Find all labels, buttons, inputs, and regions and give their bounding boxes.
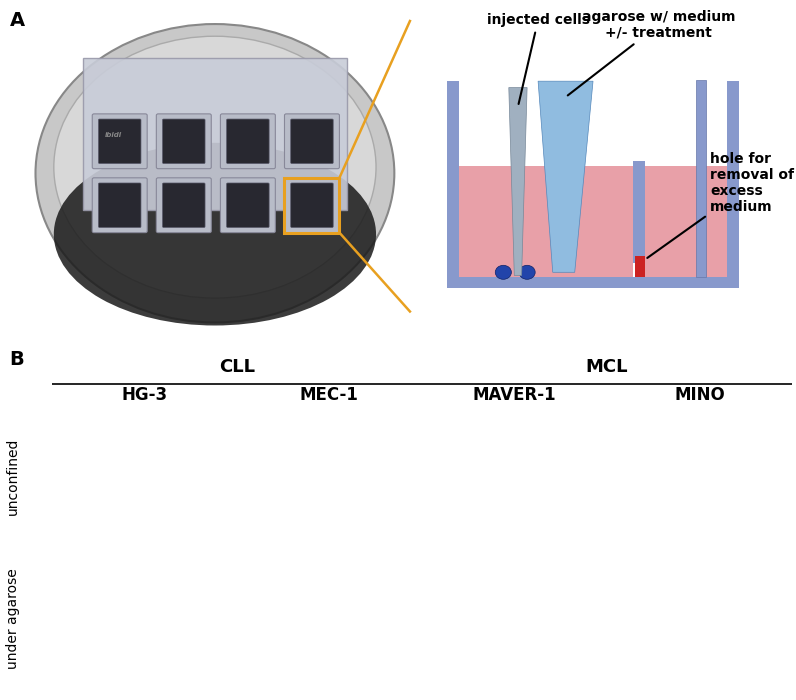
- FancyBboxPatch shape: [156, 114, 211, 169]
- Bar: [727, 81, 739, 288]
- Bar: [284, 178, 339, 232]
- Polygon shape: [538, 81, 593, 272]
- FancyBboxPatch shape: [99, 119, 141, 164]
- Bar: [459, 166, 634, 277]
- Text: unconfined: unconfined: [6, 437, 21, 514]
- Text: agarose w/ medium
+/- treatment: agarose w/ medium +/- treatment: [568, 10, 736, 95]
- Bar: [727, 129, 739, 288]
- Text: MEC-1: MEC-1: [300, 386, 359, 405]
- Text: MINO: MINO: [674, 386, 725, 405]
- Text: hole for
removal of
excess
medium: hole for removal of excess medium: [647, 152, 794, 258]
- Circle shape: [495, 265, 511, 279]
- Bar: [447, 81, 459, 288]
- Text: injected cells: injected cells: [486, 13, 590, 104]
- Bar: [645, 166, 727, 277]
- Bar: [447, 277, 739, 288]
- FancyBboxPatch shape: [291, 183, 334, 228]
- Text: B: B: [10, 350, 25, 369]
- Bar: [635, 256, 646, 277]
- Bar: [634, 161, 645, 262]
- FancyBboxPatch shape: [284, 114, 339, 169]
- FancyBboxPatch shape: [162, 119, 205, 164]
- Text: ibidi: ibidi: [105, 132, 123, 138]
- FancyBboxPatch shape: [284, 178, 339, 232]
- FancyBboxPatch shape: [162, 183, 205, 228]
- FancyBboxPatch shape: [92, 178, 147, 232]
- Text: HG-3: HG-3: [121, 386, 167, 405]
- Bar: [83, 57, 347, 210]
- Bar: [696, 80, 706, 277]
- Text: under agarose: under agarose: [6, 568, 21, 668]
- FancyBboxPatch shape: [92, 114, 147, 169]
- Text: MAVER-1: MAVER-1: [473, 386, 556, 405]
- FancyBboxPatch shape: [99, 183, 141, 228]
- Polygon shape: [509, 88, 527, 276]
- FancyBboxPatch shape: [156, 178, 211, 232]
- FancyBboxPatch shape: [220, 178, 275, 232]
- Ellipse shape: [54, 36, 376, 298]
- FancyBboxPatch shape: [220, 114, 275, 169]
- Ellipse shape: [54, 143, 376, 326]
- Text: CLL: CLL: [219, 358, 255, 377]
- FancyBboxPatch shape: [227, 183, 269, 228]
- Ellipse shape: [36, 24, 394, 323]
- Circle shape: [519, 265, 535, 279]
- Text: A: A: [10, 10, 25, 29]
- FancyBboxPatch shape: [291, 119, 334, 164]
- Text: MCL: MCL: [586, 358, 628, 377]
- FancyBboxPatch shape: [227, 119, 269, 164]
